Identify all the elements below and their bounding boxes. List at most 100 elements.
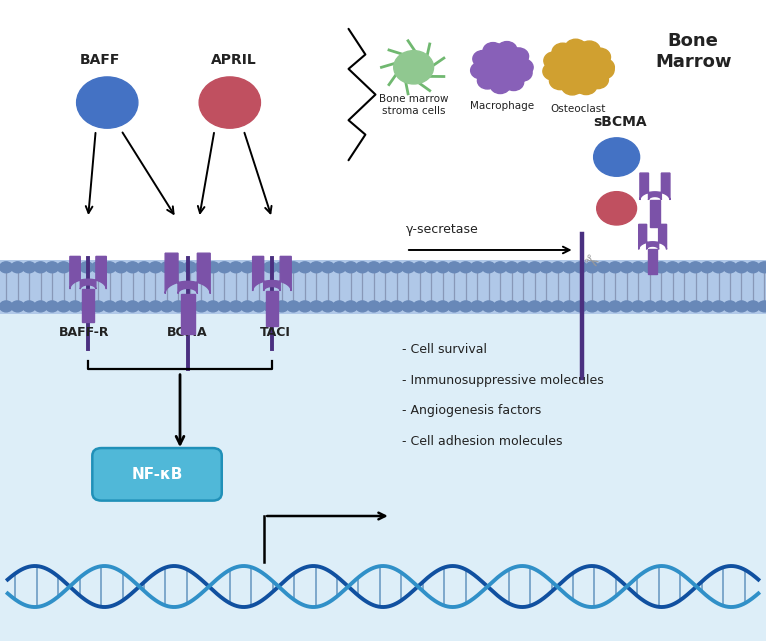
Circle shape xyxy=(746,262,759,273)
Circle shape xyxy=(654,262,667,273)
Circle shape xyxy=(230,262,242,273)
Circle shape xyxy=(368,301,381,312)
Circle shape xyxy=(77,77,138,128)
Text: NF-κB: NF-κB xyxy=(131,467,183,482)
Text: sBCMA: sBCMA xyxy=(594,115,647,129)
Circle shape xyxy=(390,301,404,312)
Circle shape xyxy=(460,262,472,273)
Circle shape xyxy=(593,58,614,76)
Circle shape xyxy=(252,301,265,312)
Circle shape xyxy=(593,61,614,79)
Circle shape xyxy=(544,52,565,70)
Circle shape xyxy=(587,71,608,88)
Circle shape xyxy=(230,301,242,312)
Circle shape xyxy=(69,262,81,273)
Circle shape xyxy=(735,301,748,312)
Circle shape xyxy=(92,262,104,273)
Polygon shape xyxy=(650,200,660,227)
Text: γ-secretase: γ-secretase xyxy=(406,223,479,236)
Circle shape xyxy=(643,262,656,273)
Circle shape xyxy=(322,262,335,273)
Circle shape xyxy=(504,74,524,90)
Circle shape xyxy=(218,301,231,312)
Circle shape xyxy=(286,262,300,273)
Circle shape xyxy=(505,262,518,273)
Circle shape xyxy=(46,262,59,273)
Circle shape xyxy=(666,262,679,273)
Circle shape xyxy=(149,301,162,312)
Circle shape xyxy=(172,262,185,273)
Circle shape xyxy=(414,262,427,273)
Polygon shape xyxy=(70,256,106,289)
Circle shape xyxy=(723,262,736,273)
Circle shape xyxy=(494,262,507,273)
Text: Bone
Marrow: Bone Marrow xyxy=(655,32,732,71)
Circle shape xyxy=(470,262,484,273)
Circle shape xyxy=(138,262,150,273)
Circle shape xyxy=(620,262,633,273)
Circle shape xyxy=(643,301,656,312)
Circle shape xyxy=(298,262,311,273)
Circle shape xyxy=(264,262,277,273)
Circle shape xyxy=(712,301,725,312)
Circle shape xyxy=(92,301,104,312)
Circle shape xyxy=(332,262,346,273)
Circle shape xyxy=(597,192,637,225)
Circle shape xyxy=(138,301,150,312)
Circle shape xyxy=(355,301,369,312)
Circle shape xyxy=(631,262,644,273)
Circle shape xyxy=(149,262,162,273)
Circle shape xyxy=(483,301,496,312)
Circle shape xyxy=(700,301,713,312)
Circle shape xyxy=(548,42,609,93)
Circle shape xyxy=(574,262,588,273)
Circle shape xyxy=(608,262,621,273)
Circle shape xyxy=(539,262,553,273)
Circle shape xyxy=(344,262,357,273)
Circle shape xyxy=(394,51,434,84)
Circle shape xyxy=(505,301,518,312)
Circle shape xyxy=(474,44,529,90)
Circle shape xyxy=(23,301,35,312)
Circle shape xyxy=(543,62,565,80)
Circle shape xyxy=(689,262,702,273)
Circle shape xyxy=(562,262,576,273)
Circle shape xyxy=(241,262,254,273)
Circle shape xyxy=(620,301,633,312)
Circle shape xyxy=(424,301,438,312)
Bar xyxy=(0,0,766,272)
Circle shape xyxy=(666,301,679,312)
Circle shape xyxy=(529,301,541,312)
Text: TACI: TACI xyxy=(260,326,291,338)
Circle shape xyxy=(309,262,323,273)
Circle shape xyxy=(552,301,564,312)
Circle shape xyxy=(161,262,173,273)
Circle shape xyxy=(460,301,472,312)
Circle shape xyxy=(746,301,759,312)
Circle shape xyxy=(355,262,369,273)
Text: Osteoclast: Osteoclast xyxy=(551,104,606,115)
Polygon shape xyxy=(83,289,93,322)
Text: - Immunosuppressive molecules: - Immunosuppressive molecules xyxy=(402,374,604,387)
Circle shape xyxy=(494,301,507,312)
FancyBboxPatch shape xyxy=(93,448,222,501)
Polygon shape xyxy=(640,173,670,200)
Circle shape xyxy=(368,262,381,273)
Polygon shape xyxy=(266,291,278,326)
Bar xyxy=(0,260,766,314)
Circle shape xyxy=(483,262,496,273)
Circle shape xyxy=(103,301,116,312)
Text: APRIL: APRIL xyxy=(211,53,257,67)
Circle shape xyxy=(631,301,644,312)
Circle shape xyxy=(199,77,260,128)
Bar xyxy=(0,266,766,641)
Circle shape xyxy=(575,77,597,95)
Text: Macrophage: Macrophage xyxy=(470,101,534,111)
Circle shape xyxy=(477,72,497,89)
Polygon shape xyxy=(253,256,291,291)
Circle shape xyxy=(11,262,25,273)
Circle shape xyxy=(207,262,220,273)
Circle shape xyxy=(252,262,265,273)
Circle shape xyxy=(195,262,208,273)
Circle shape xyxy=(700,262,713,273)
